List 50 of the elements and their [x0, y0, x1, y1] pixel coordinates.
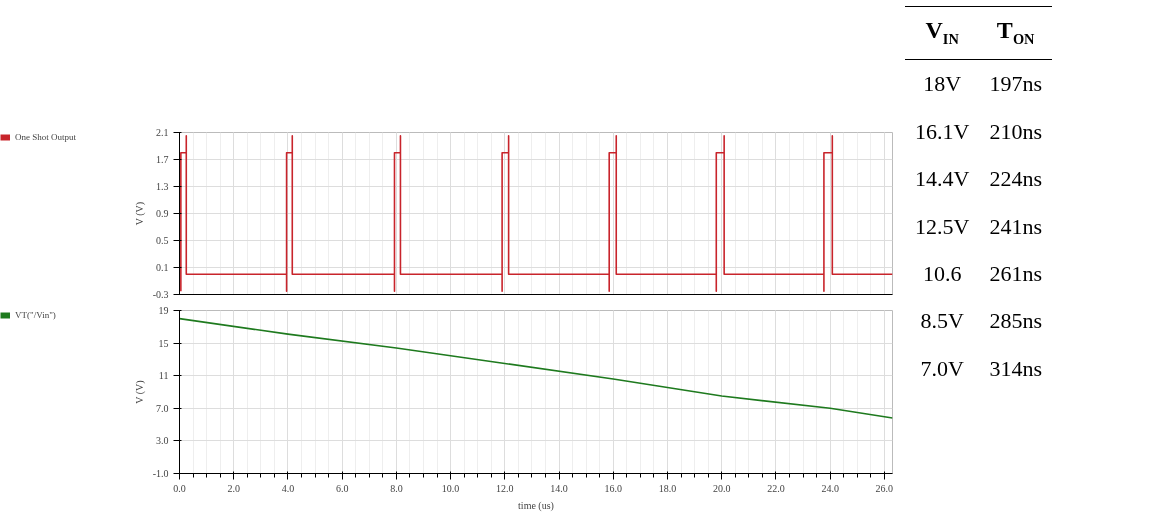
y-axis-title: V (V)	[133, 201, 146, 226]
x-tick-label: 26.0	[875, 482, 894, 494]
x-tick-label: 18.0	[658, 482, 677, 494]
text: 16.1V	[915, 118, 970, 144]
text: 314ns	[989, 355, 1042, 381]
y-tick-label: 0.5	[156, 235, 169, 246]
text: 197ns	[989, 71, 1042, 97]
line-series	[180, 135, 893, 292]
category-label: T$_{ON}$	[995, 16, 1036, 49]
y-tick-label: 7.0	[156, 402, 169, 414]
text: 210ns	[989, 118, 1042, 144]
x-tick-label: 16.0	[604, 482, 623, 494]
text: 285ns	[989, 308, 1042, 334]
y-tick-label: -1.0	[152, 468, 169, 479]
y-tick-label: 3.0	[156, 435, 169, 447]
y-tick-label: 19	[158, 305, 169, 316]
y-tick-label: 2.1	[156, 127, 169, 138]
y-tick-label: -0.3	[152, 289, 169, 300]
y-tick-label: 1.7	[156, 154, 169, 165]
text: 12.5V	[915, 213, 970, 239]
x-tick-label: 12.0	[496, 482, 514, 494]
line-series	[179, 317, 893, 419]
y-tick-label: 11	[158, 370, 169, 382]
x-tick-label: 14.0	[550, 482, 568, 494]
y-tick-label: 1.3	[156, 181, 169, 192]
y-tick-label: 15	[158, 337, 169, 349]
x-tick-label: 0.0	[173, 482, 186, 494]
x-tick-label: 10.0	[441, 482, 460, 494]
x-tick-label: 8.0	[390, 482, 403, 494]
text: 7.0V	[920, 355, 964, 381]
y-tick-label: 0.1	[156, 262, 169, 273]
text: 8.5V	[920, 308, 964, 334]
y-tick-label: 0.9	[156, 208, 169, 219]
text: 224ns	[989, 166, 1042, 192]
x-tick-label: 24.0	[821, 482, 839, 494]
text: 241ns	[989, 213, 1042, 239]
x-tick-label: 2.0	[227, 482, 240, 494]
legend-label: VT("/Vin")	[15, 310, 56, 320]
x-tick-label: 4.0	[281, 482, 295, 494]
x-tick-label: 6.0	[335, 482, 349, 494]
text: 10.6	[922, 261, 962, 287]
y-axis-title: V (V)	[133, 380, 146, 404]
legend-label: One Shot Output	[15, 132, 77, 142]
x-axis-title: time (us)	[518, 499, 554, 512]
text: 14.4V	[915, 166, 970, 192]
x-tick-label: 20.0	[712, 482, 731, 494]
x-tick-label: 22.0	[767, 482, 785, 494]
text: 18V	[923, 71, 962, 97]
text: 261ns	[989, 261, 1042, 287]
category-label: V$_{IN}$	[924, 16, 960, 49]
